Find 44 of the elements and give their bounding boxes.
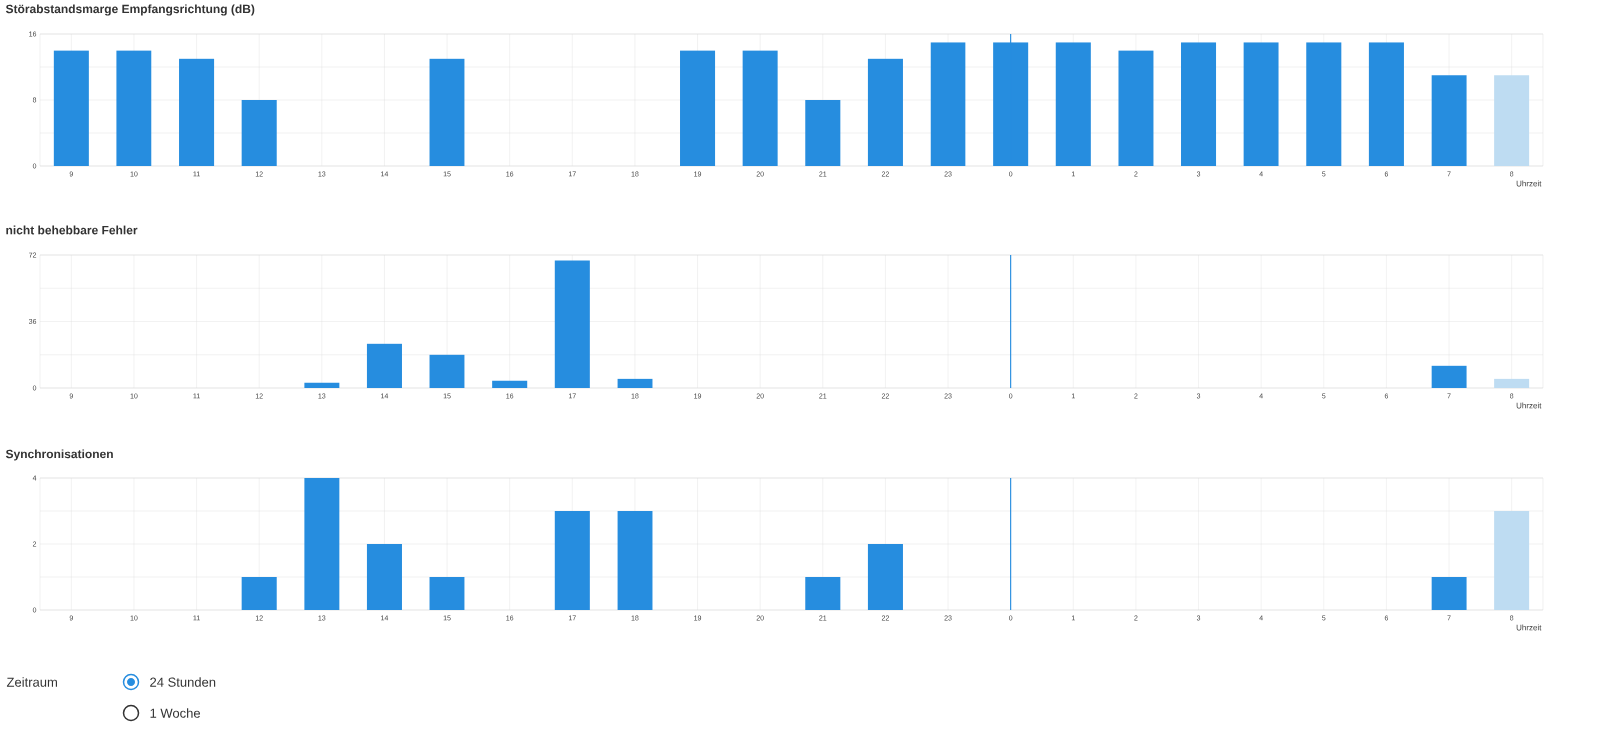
bar <box>554 510 590 610</box>
bar <box>366 543 402 610</box>
bar <box>930 42 966 166</box>
bar <box>241 99 277 166</box>
bar <box>867 58 903 166</box>
bar <box>805 576 841 610</box>
bar <box>1306 42 1342 166</box>
bar <box>680 50 716 166</box>
bar <box>1181 42 1217 166</box>
bar <box>241 576 277 610</box>
bar <box>1243 42 1279 166</box>
bar <box>1494 378 1530 388</box>
bar <box>179 58 215 166</box>
bar <box>1494 75 1530 166</box>
text: 1 Woche <box>150 708 201 718</box>
x-axis-title: Uhrzeit <box>1516 402 1542 409</box>
bar <box>1494 510 1530 610</box>
x-axis-title: Uhrzeit <box>1516 180 1542 187</box>
text: 24 Stunden <box>150 677 216 687</box>
chart-title: nicht behebbare Fehler <box>6 225 138 235</box>
bar <box>1368 42 1404 166</box>
bar <box>617 510 653 610</box>
text: Zeitraum <box>6 677 57 687</box>
bar <box>429 576 465 610</box>
bar <box>1431 75 1467 166</box>
x-axis-title: Uhrzeit <box>1516 624 1542 631</box>
bar <box>116 50 152 166</box>
bar <box>805 99 841 166</box>
bar <box>366 343 402 388</box>
chart-title: Synchronisationen <box>5 449 113 461</box>
bar <box>53 50 89 166</box>
bar <box>742 50 778 166</box>
bar <box>617 378 653 388</box>
bar <box>867 543 903 610</box>
chart-title: Störabstandsmarge Empfangsrichtung (dB) <box>5 4 255 16</box>
bar <box>1431 365 1467 388</box>
bar <box>1431 576 1467 610</box>
bar <box>429 58 465 166</box>
bar <box>304 477 340 610</box>
bar <box>429 354 465 388</box>
bar <box>1118 50 1154 166</box>
bar <box>492 380 528 388</box>
bar <box>1055 42 1091 166</box>
bar <box>554 260 590 388</box>
